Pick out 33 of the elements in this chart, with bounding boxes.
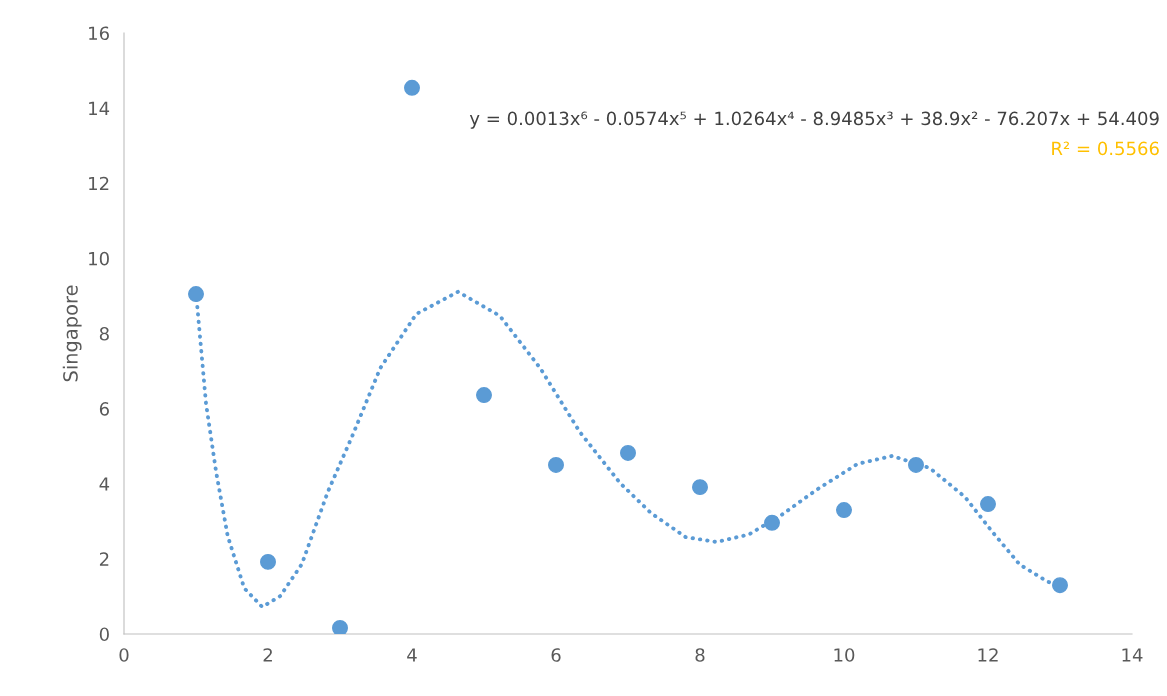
point: [332, 620, 348, 634]
y-tick-label: 14: [89, 101, 110, 115]
point: [548, 456, 564, 473]
y-tick-label: 2: [99, 552, 109, 566]
annotation: R² = 0.5566: [1052, 141, 1159, 156]
y-tick-label: 8: [99, 326, 109, 341]
point: [980, 496, 996, 513]
point: [260, 553, 276, 570]
x-tick-label: 8: [695, 648, 705, 662]
point: [836, 502, 852, 519]
y-tick-label: 6: [99, 402, 109, 416]
point: [908, 456, 924, 473]
point: [620, 444, 636, 461]
x-tick-label: 12: [978, 648, 998, 662]
y-tick-label: 12: [89, 176, 109, 191]
x-tick-label: 6: [551, 648, 561, 662]
point: [404, 79, 420, 96]
x-tick-label: 4: [407, 648, 417, 662]
y-tick-label: 4: [99, 477, 110, 491]
point: [1052, 577, 1068, 594]
annotation: y = 0.0013x⁶ - 0.0574x⁵ + 1.0264x⁴ - 8.9485x³ + 38.9x² - 76.207x + 54.409: [469, 111, 1159, 129]
point: [188, 286, 204, 303]
y-tick-label: 16: [89, 26, 109, 41]
x-tick-label: 0: [119, 648, 129, 662]
y-tick-label: 0: [99, 627, 109, 642]
x-tick-label: 10: [834, 648, 855, 662]
y-tick-label: 10: [89, 251, 109, 266]
point: [764, 514, 780, 531]
x-tick-label: 14: [1122, 648, 1143, 662]
point: [692, 479, 708, 496]
x-tick-label: 2: [263, 648, 272, 662]
point: [476, 387, 492, 404]
y-axis-title: Singapore: [62, 285, 82, 382]
